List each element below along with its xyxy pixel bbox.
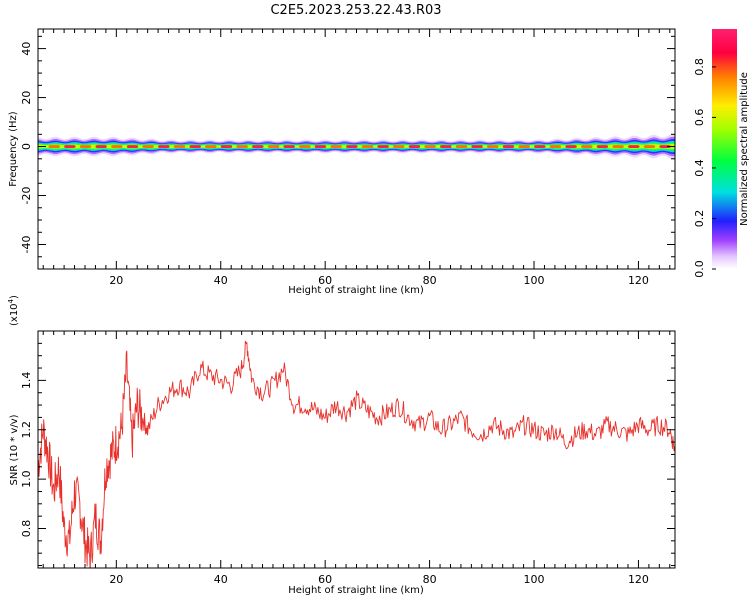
spectrogram-peak-segment bbox=[612, 145, 624, 149]
spectrogram-peak-segment bbox=[252, 145, 264, 149]
spectrogram-peak-segment bbox=[314, 145, 327, 149]
y-tick-label: 1.2 bbox=[20, 421, 33, 439]
spectrogram-peak-segment bbox=[173, 145, 186, 149]
spectrogram-peak-segment bbox=[267, 145, 280, 149]
spectrogram-peak-segment bbox=[299, 145, 311, 149]
spectrogram-ticks: 20 40 60 80 100 120 -40 -20 0 20 40 bbox=[20, 29, 675, 287]
figure-title: C2E5.2023.253.22.43.R03 bbox=[270, 3, 441, 18]
spectrogram-peak-segment bbox=[534, 145, 546, 149]
spectrogram-peak-segment bbox=[377, 145, 389, 149]
spectrogram-peak-segment bbox=[79, 145, 92, 149]
spectrogram-peak-segment bbox=[142, 145, 154, 149]
y-tick-label: -40 bbox=[20, 236, 33, 254]
spectrogram-peak-segment bbox=[487, 145, 499, 149]
x-tick-label: 20 bbox=[109, 274, 123, 287]
snr-y-label: SNR (10 * v/v) bbox=[9, 414, 20, 485]
colorbar: 0.0 0.2 0.4 0.6 0.8 Normalized spectral ampl… bbox=[693, 29, 750, 278]
spectrogram-peak-segment bbox=[346, 145, 358, 149]
colorbar-scale bbox=[712, 29, 737, 269]
spectrogram-peak-segment bbox=[205, 145, 217, 149]
spectrogram-peak-segment bbox=[283, 145, 295, 149]
spectrogram-peak-segment bbox=[158, 145, 170, 149]
colorbar-ticks: 0.0 0.2 0.4 0.6 0.8 bbox=[693, 58, 716, 278]
colorbar-tick-label: 0.0 bbox=[693, 260, 706, 278]
spectrogram-peak-segment bbox=[502, 145, 515, 149]
y-tick-label: 0 bbox=[20, 143, 33, 150]
spectrogram-peak-segment bbox=[424, 145, 436, 149]
y-tick-label: 1.4 bbox=[20, 372, 33, 390]
colorbar-tick-label: 0.2 bbox=[693, 210, 706, 228]
x-tick-label: 80 bbox=[423, 274, 437, 287]
spectrogram-image bbox=[38, 134, 675, 160]
colorbar-label: Normalized spectral amplitude bbox=[739, 72, 750, 226]
colorbar-tick-label: 0.4 bbox=[693, 159, 706, 177]
colorbar-tick-label: 0.8 bbox=[693, 58, 706, 76]
spectrogram-peak-segment bbox=[565, 145, 577, 149]
spectrogram-peak-segment bbox=[330, 145, 342, 149]
spectrogram-peak-segment bbox=[111, 145, 123, 149]
spectrogram-peak-segment bbox=[455, 145, 468, 149]
spectrogram-peak-segment bbox=[48, 145, 60, 149]
spectrogram-y-label: Frequency (Hz) bbox=[8, 111, 19, 187]
y-tick-label: 1.0 bbox=[20, 470, 33, 488]
y-tick-label: 0.8 bbox=[20, 520, 33, 538]
spectrogram-x-label: Height of straight line (km) bbox=[288, 285, 424, 296]
spectrogram-panel: 20 40 60 80 100 120 -40 -20 0 20 40 Height of stra… bbox=[8, 28, 676, 296]
x-tick-label: 20 bbox=[109, 573, 123, 586]
x-tick-label: 120 bbox=[628, 274, 649, 287]
y-tick-label: 20 bbox=[20, 91, 33, 105]
snr-y-multiplier: (x104) bbox=[7, 295, 20, 326]
spectrogram-peak-segment bbox=[361, 145, 374, 149]
spectrogram-peak-segment bbox=[596, 145, 609, 149]
snr-frame bbox=[37, 330, 676, 569]
snr-x-label: Height of straight line (km) bbox=[288, 585, 424, 596]
x-tick-label: 60 bbox=[318, 274, 332, 287]
spectrogram-peak-segment bbox=[95, 145, 107, 149]
spectrogram-peak-segment bbox=[408, 145, 421, 149]
snr-ticks: 20 40 60 80 100 120 0.8 1.0 1.2 1.4 bbox=[20, 330, 675, 586]
spectrogram-peak-segment bbox=[64, 145, 76, 149]
spectrogram-peak-segment bbox=[220, 145, 233, 149]
x-tick-label: 40 bbox=[214, 274, 228, 287]
spectrogram-peak-segment bbox=[126, 145, 139, 149]
x-tick-label: 80 bbox=[423, 573, 437, 586]
snr-series-line bbox=[38, 340, 675, 568]
spectrogram-peak-segment bbox=[236, 145, 248, 149]
spectrogram-peak-segment bbox=[643, 145, 656, 149]
spectrogram-peak-segment bbox=[581, 145, 593, 149]
spectrogram-peak-segment bbox=[549, 145, 562, 149]
snr-panel: 20 40 60 80 100 120 0.8 1.0 1.2 1.4 Height of str… bbox=[7, 295, 676, 596]
spectrogram-peak-segment bbox=[518, 145, 530, 149]
spectrogram-peak-segment bbox=[189, 145, 201, 149]
y-tick-label: -20 bbox=[20, 187, 33, 205]
colorbar-tick-label: 0.6 bbox=[693, 109, 706, 127]
x-tick-label: 40 bbox=[214, 573, 228, 586]
spectrogram-peak-segment bbox=[440, 145, 452, 149]
spectrogram-peak-segment bbox=[393, 145, 405, 149]
y-tick-label: 40 bbox=[20, 42, 33, 56]
x-tick-label: 60 bbox=[318, 573, 332, 586]
x-tick-label: 100 bbox=[524, 573, 545, 586]
x-tick-label: 100 bbox=[524, 274, 545, 287]
x-tick-label: 120 bbox=[628, 573, 649, 586]
spectrogram-peak-segment bbox=[659, 145, 671, 149]
spectrogram-peak-segment bbox=[628, 145, 640, 149]
spectrogram-peak-segment bbox=[471, 145, 483, 149]
